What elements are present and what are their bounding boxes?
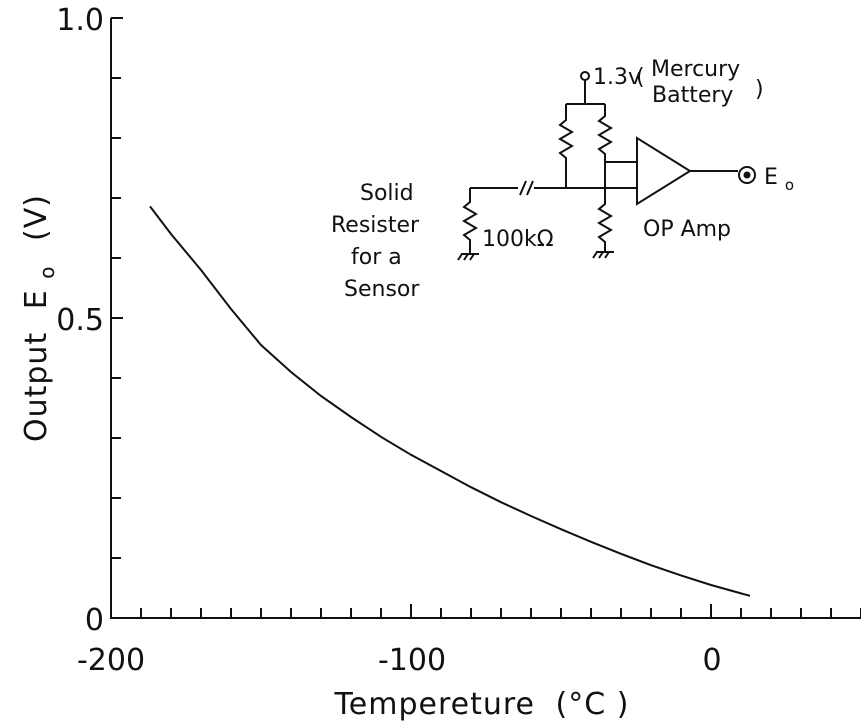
sensor-label-1: Solid xyxy=(360,181,414,206)
output-label: E o xyxy=(764,165,794,194)
y-axis-unit: (V) xyxy=(19,194,54,241)
x-axis-label: Tempereture (°C ) xyxy=(334,687,630,722)
supply-voltage-label: 1.3v xyxy=(593,65,641,90)
opamp-label: OP Amp xyxy=(643,217,731,242)
resistor-value-label: 100kΩ xyxy=(482,227,554,252)
supply-paren-open: ( xyxy=(636,65,645,90)
divider-resistor-right xyxy=(597,104,613,200)
svg-text:Output E o (: Output E o (V) xyxy=(19,194,62,442)
output-terminal-inner xyxy=(743,171,751,179)
y-tick-label-0: 0 xyxy=(85,603,104,638)
sensor-label-3: for a xyxy=(351,245,402,270)
output-label-symbol: E xyxy=(764,165,778,190)
supply-note-2: Battery xyxy=(652,83,733,108)
supply-note-1: Mercury xyxy=(651,57,740,82)
opamp-inputs xyxy=(566,161,637,189)
output-label-subscript: o xyxy=(785,176,794,194)
sensor-label-4: Sensor xyxy=(344,277,420,302)
opamp-symbol xyxy=(636,136,692,206)
y-tick-label-1: 1.0 xyxy=(56,3,104,38)
x-tick-label-0: 0 xyxy=(702,643,721,678)
x-axis-unit: (°C ) xyxy=(556,687,630,722)
y-axis-label: Output E o (V) xyxy=(19,194,62,442)
ground-resistor xyxy=(592,188,614,259)
y-axis-label-text: Output xyxy=(19,332,54,442)
y-tick-label-05: 0.5 xyxy=(56,303,104,338)
supply-paren-close: ) xyxy=(755,77,764,102)
x-axis-label-text: Tempereture xyxy=(334,687,535,722)
sensor-label-2: Resister xyxy=(331,213,420,238)
axis-frame xyxy=(110,18,861,619)
supply-terminal xyxy=(580,71,590,81)
sensor-resistor xyxy=(457,188,479,261)
y-axis-ticks xyxy=(111,17,123,619)
output-curve xyxy=(149,205,751,597)
sensor-line xyxy=(470,180,605,196)
supply-bus xyxy=(566,80,605,105)
x-axis-ticks xyxy=(140,604,861,618)
output-terminal-outer xyxy=(738,166,756,184)
divider-resistor-left xyxy=(558,104,574,188)
y-axis-subscript: o xyxy=(35,265,59,278)
circuit-inset: 1.3v ( Mercury Battery ) Solid Resister … xyxy=(331,57,794,302)
y-axis-symbol: E xyxy=(19,289,54,309)
x-tick-label-minus100: -100 xyxy=(378,643,446,678)
x-tick-label-minus200: -200 xyxy=(77,643,145,678)
